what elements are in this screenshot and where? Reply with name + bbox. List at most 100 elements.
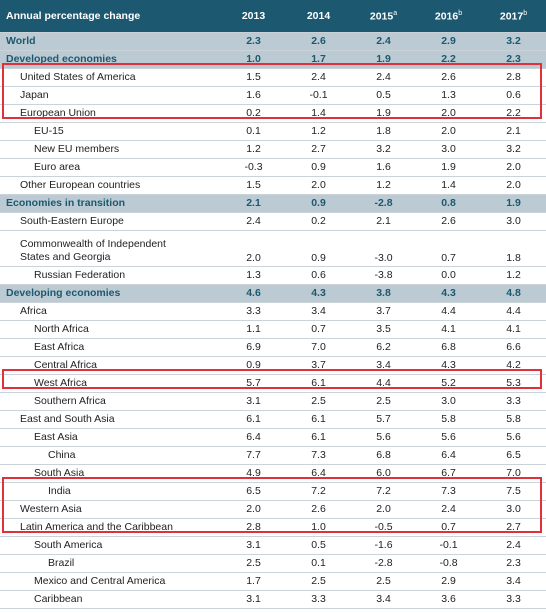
cell-value: 1.3 bbox=[416, 86, 481, 105]
cell-value: 7.2 bbox=[286, 482, 351, 501]
row-label: China bbox=[0, 446, 221, 465]
cell-value: 0.1 bbox=[221, 122, 286, 141]
row: East Africa 6.9 7.0 6.2 6.8 6.6 bbox=[0, 338, 546, 357]
cell-value: 2.2 bbox=[481, 104, 546, 123]
cell-value: 2.6 bbox=[416, 212, 481, 231]
cell-value: 0.5 bbox=[351, 86, 416, 105]
row: New EU members 1.2 2.7 3.2 3.0 3.2 bbox=[0, 140, 546, 159]
cell-value: 6.1 bbox=[221, 410, 286, 429]
cell-value: 6.4 bbox=[286, 464, 351, 483]
cell-value: 1.4 bbox=[286, 104, 351, 123]
row: Other European countries 1.5 2.0 1.2 1.4 2.0 bbox=[0, 176, 546, 195]
year-header: 2015a bbox=[351, 0, 416, 33]
cell-value: 3.4 bbox=[481, 572, 546, 591]
row-label: South America bbox=[0, 536, 221, 555]
cell-value: 5.2 bbox=[416, 374, 481, 393]
cell-value: 2.6 bbox=[286, 500, 351, 519]
cell-value: 2.0 bbox=[221, 500, 286, 519]
cell-value: 2.7 bbox=[286, 140, 351, 159]
cell-value: 5.8 bbox=[481, 410, 546, 429]
cell-value: 2.4 bbox=[351, 32, 416, 51]
cell-value: 2.5 bbox=[286, 572, 351, 591]
row: Southern Africa 3.1 2.5 2.5 3.0 3.3 bbox=[0, 392, 546, 411]
cell-value: 3.8 bbox=[351, 284, 416, 303]
row: Euro area -0.3 0.9 1.6 1.9 2.0 bbox=[0, 158, 546, 177]
cell-value: 2.9 bbox=[416, 32, 481, 51]
cell-value: -0.3 bbox=[221, 158, 286, 177]
cell-value: 4.3 bbox=[416, 284, 481, 303]
row-label: Developed economies bbox=[0, 50, 221, 69]
cell-value: 6.6 bbox=[481, 338, 546, 357]
cell-value: 4.6 bbox=[221, 284, 286, 303]
row: South Asia 4.9 6.4 6.0 6.7 7.0 bbox=[0, 464, 546, 483]
cell-value: 2.6 bbox=[286, 32, 351, 51]
cell-value: 2.6 bbox=[416, 68, 481, 87]
cell-value: 1.9 bbox=[416, 158, 481, 177]
cell-value: 2.8 bbox=[481, 68, 546, 87]
cell-value: 1.5 bbox=[221, 68, 286, 87]
cell-value: 1.6 bbox=[221, 86, 286, 105]
cell-value: 3.4 bbox=[351, 356, 416, 375]
row-label: Developing economies bbox=[0, 284, 221, 303]
year: 2013 bbox=[241, 9, 266, 22]
row: India 6.5 7.2 7.2 7.3 7.5 bbox=[0, 482, 546, 501]
cell-value: 0.7 bbox=[416, 518, 481, 537]
row-label: Japan bbox=[0, 86, 221, 105]
cell-value: 1.2 bbox=[481, 266, 546, 285]
cell-value: 3.5 bbox=[351, 320, 416, 339]
cell-value: 7.2 bbox=[351, 482, 416, 501]
cell-value: 6.4 bbox=[416, 446, 481, 465]
cell-value: 3.4 bbox=[286, 302, 351, 321]
year: 2015 bbox=[369, 10, 394, 22]
cell-value: 1.0 bbox=[286, 518, 351, 537]
cell-value: 2.4 bbox=[286, 68, 351, 87]
cell-value: 0.9 bbox=[286, 158, 351, 177]
cell-value: 6.1 bbox=[286, 374, 351, 393]
cell-value: -2.8 bbox=[351, 194, 416, 213]
cell-value: 4.3 bbox=[416, 356, 481, 375]
cell-value: 7.0 bbox=[481, 464, 546, 483]
row: China 7.7 7.3 6.8 6.4 6.5 bbox=[0, 446, 546, 465]
cell-value: 6.4 bbox=[221, 428, 286, 447]
year: 2014 bbox=[306, 9, 331, 22]
cell-value: 3.2 bbox=[481, 32, 546, 51]
cell-value: -0.8 bbox=[416, 554, 481, 573]
cell-value: 0.5 bbox=[286, 536, 351, 555]
cell-value: 5.3 bbox=[481, 374, 546, 393]
cell-value: 6.5 bbox=[481, 446, 546, 465]
cell-value: 4.4 bbox=[351, 374, 416, 393]
header-row: Annual percentage change 2013 2014 2015a 20… bbox=[0, 0, 546, 33]
footnote-mark: b bbox=[458, 9, 463, 17]
year: 2017 bbox=[499, 10, 524, 22]
cell-value: 0.7 bbox=[286, 320, 351, 339]
cell-value: 3.3 bbox=[221, 302, 286, 321]
cell-value: 2.2 bbox=[416, 50, 481, 69]
cell-value: 3.0 bbox=[416, 140, 481, 159]
cell-value: 2.1 bbox=[481, 122, 546, 141]
cell-value: 0.7 bbox=[416, 230, 481, 267]
cell-value: 5.7 bbox=[221, 374, 286, 393]
row-label: East Asia bbox=[0, 428, 221, 447]
cell-value: 3.0 bbox=[416, 392, 481, 411]
cell-value: 1.9 bbox=[351, 50, 416, 69]
cell-value: 3.6 bbox=[416, 590, 481, 609]
row: Commonwealth of Independent States and G… bbox=[0, 230, 546, 267]
cell-value: 3.4 bbox=[351, 590, 416, 609]
row-label: Caribbean bbox=[0, 590, 221, 609]
row-label: South-Eastern Europe bbox=[0, 212, 221, 231]
cell-value: 4.2 bbox=[481, 356, 546, 375]
cell-value: 1.2 bbox=[221, 140, 286, 159]
cell-value: 2.5 bbox=[286, 392, 351, 411]
cell-value: -3.0 bbox=[351, 230, 416, 267]
cell-value: 2.8 bbox=[221, 518, 286, 537]
cell-value: 1.7 bbox=[221, 572, 286, 591]
row-label: Euro area bbox=[0, 158, 221, 177]
cell-value: 5.6 bbox=[351, 428, 416, 447]
cell-value: 6.2 bbox=[351, 338, 416, 357]
cell-value: 2.5 bbox=[351, 572, 416, 591]
cell-value: -3.8 bbox=[351, 266, 416, 285]
cell-value: 6.5 bbox=[221, 482, 286, 501]
cell-value: 1.8 bbox=[351, 122, 416, 141]
row-label: EU-15 bbox=[0, 122, 221, 141]
